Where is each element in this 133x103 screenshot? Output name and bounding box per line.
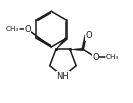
Text: O: O (86, 31, 92, 40)
Text: O: O (92, 53, 99, 62)
Text: CH₃: CH₃ (106, 54, 119, 60)
Text: NH: NH (57, 72, 69, 81)
Text: CH₃: CH₃ (6, 26, 19, 32)
Polygon shape (56, 37, 68, 49)
Text: O: O (24, 25, 31, 34)
Polygon shape (70, 48, 83, 51)
